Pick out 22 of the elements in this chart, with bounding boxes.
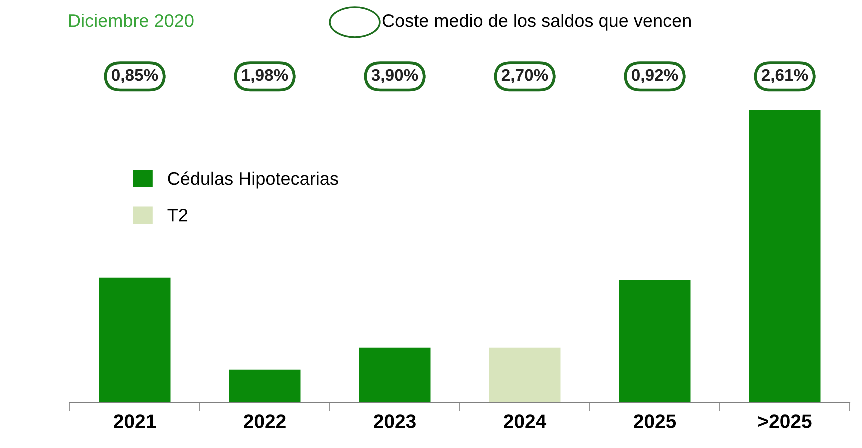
- x-tick-label: 2021: [114, 414, 156, 428]
- bar: [619, 280, 691, 403]
- bar: [489, 348, 561, 403]
- text: 2,61%: [762, 69, 808, 84]
- x-tick-label: 2024: [504, 414, 547, 428]
- chart-title: Diciembre 2020: [69, 14, 194, 28]
- text: 3,90%: [372, 69, 418, 84]
- bar: [229, 370, 301, 403]
- legend-label: Cédulas Hipotecarias: [168, 172, 338, 189]
- legend-label: T2: [168, 209, 188, 222]
- text: Coste medio de los saldos que vencen: [382, 14, 691, 31]
- bar: [359, 348, 431, 403]
- text: 0,85%: [112, 69, 158, 84]
- text: 2,70%: [502, 69, 548, 84]
- x-tick-label: 2025: [634, 414, 676, 428]
- x-tick-label: 2023: [374, 414, 416, 428]
- bar: [99, 278, 171, 403]
- x-tick-label: >2025: [758, 414, 812, 428]
- text: 0,92%: [632, 69, 678, 84]
- bar: [749, 110, 821, 403]
- text: 1,98%: [242, 69, 288, 84]
- x-tick-label: 2022: [244, 414, 286, 428]
